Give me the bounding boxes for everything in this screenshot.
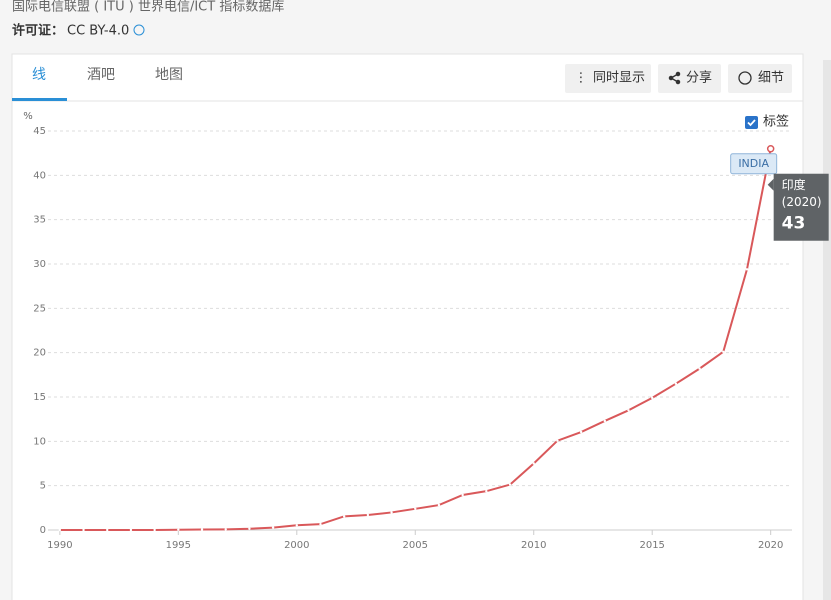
- tooltip-arrow: [767, 178, 774, 191]
- tab[interactable]: 酒吧: [87, 67, 115, 83]
- point: [651, 396, 654, 400]
- active-tab-underline: [12, 98, 67, 101]
- checkbox-label: 标签: [763, 114, 789, 130]
- info-icon: [738, 71, 752, 85]
- point: [200, 528, 204, 531]
- point: [579, 430, 583, 434]
- y-tick-label: 30: [33, 259, 46, 270]
- checkbox[interactable]: [745, 116, 758, 129]
- point: [82, 528, 85, 532]
- point: [271, 526, 275, 529]
- x-tick-label: 2000: [284, 540, 309, 551]
- x-tick-label: 2010: [521, 540, 546, 551]
- button-label: 细节: [758, 71, 784, 86]
- x-tick-label: 2020: [758, 540, 783, 551]
- plot: 0 5 10 15 20 25 30 35 40 45 1990 1995 2000 2005 2010 20…: [33, 126, 829, 551]
- point: [129, 528, 133, 532]
- tab[interactable]: 地图: [155, 67, 183, 83]
- point: [248, 527, 251, 530]
- y-tick-label: 35: [33, 215, 46, 226]
- series-label: INDIA: [738, 157, 769, 170]
- point: [366, 513, 370, 517]
- side-panel: [823, 60, 831, 600]
- checkmark: [747, 119, 756, 127]
- point: [485, 489, 488, 493]
- tooltip-box: [773, 173, 829, 241]
- point: [532, 462, 535, 465]
- series-label-box: [730, 153, 778, 175]
- share-icon: [668, 71, 681, 85]
- tab[interactable]: 线: [32, 67, 46, 83]
- point: [603, 419, 607, 423]
- x-tick-label: 1995: [166, 540, 191, 551]
- point: [153, 528, 156, 532]
- button[interactable]: [658, 64, 721, 93]
- tooltip-year: (2020): [782, 195, 822, 209]
- point: [319, 522, 322, 526]
- card: [11, 53, 804, 600]
- point: [177, 528, 180, 531]
- y-axis-label: %: [23, 111, 33, 122]
- tooltip-name: 印度: [782, 177, 806, 192]
- point: [295, 524, 298, 527]
- point: [461, 493, 464, 497]
- tooltip-value: 43: [782, 214, 806, 234]
- point: [342, 515, 346, 518]
- point: [508, 483, 512, 486]
- tooltip: 印度 (2020) 43: [767, 173, 829, 241]
- point: [698, 367, 701, 370]
- dots-icon: ⋮: [575, 71, 588, 86]
- button-label: 同时显示: [593, 71, 645, 86]
- point: [627, 409, 630, 412]
- point: [414, 507, 417, 511]
- point: [556, 439, 559, 442]
- y-tick-label: 25: [33, 303, 46, 314]
- point: [722, 350, 725, 353]
- y-tick-label: 45: [33, 126, 46, 137]
- point: [674, 382, 678, 385]
- y-tick-label: 0: [40, 525, 46, 536]
- y-tick-label: 5: [40, 481, 46, 492]
- button[interactable]: [728, 64, 792, 93]
- y-tick-label: 20: [33, 348, 46, 359]
- license: CC BY-4.0: [67, 24, 129, 39]
- x-tick-label: 1990: [47, 540, 72, 551]
- license-label: 许可证：: [12, 23, 64, 39]
- source: 国际电信联盟 ( ITU ) 世界电信/ICT 指标数据库: [12, 0, 284, 15]
- button-label: 分享: [686, 70, 712, 86]
- y-tick-label: 10: [33, 436, 46, 447]
- point: [437, 503, 441, 507]
- point: [58, 528, 62, 532]
- x-tick-label: 2015: [639, 540, 664, 551]
- point: [745, 268, 749, 271]
- point: [390, 511, 393, 514]
- x-tick-label: 2005: [403, 540, 428, 551]
- end-point: [766, 144, 775, 153]
- button[interactable]: [565, 64, 651, 93]
- y-tick-label: 40: [33, 170, 46, 181]
- point: [224, 528, 227, 531]
- point: [106, 528, 109, 532]
- y-tick-label: 15: [33, 392, 46, 403]
- info-icon[interactable]: [133, 24, 145, 36]
